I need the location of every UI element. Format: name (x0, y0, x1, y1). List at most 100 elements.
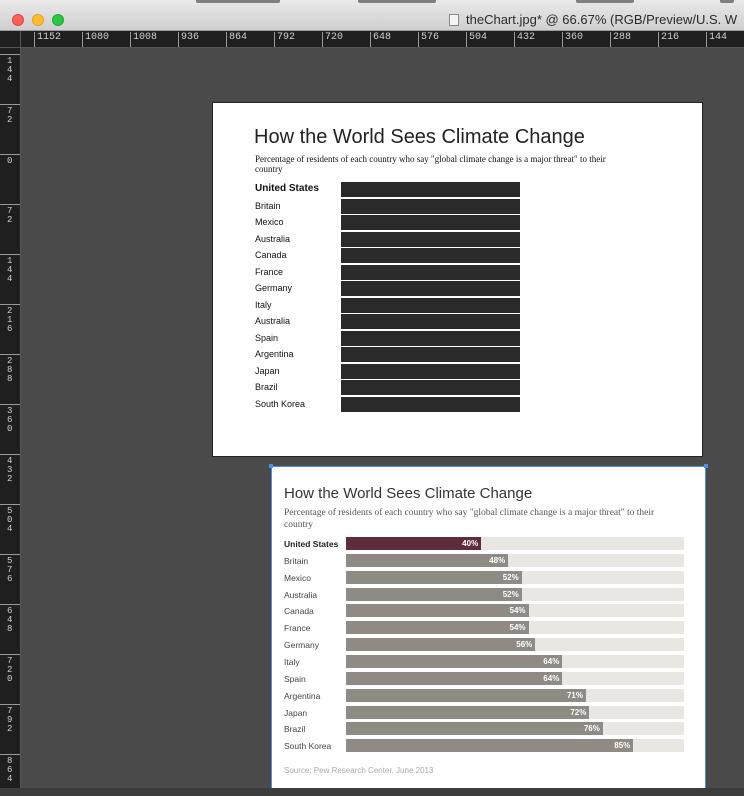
old-chart-bar (341, 215, 520, 230)
zoom-window-button[interactable] (52, 14, 64, 26)
old-chart-country-label: Canada (255, 250, 287, 260)
old-chart-row: Brazil (255, 380, 555, 396)
ruler-tick: 648 (370, 32, 391, 47)
ruler-tick: 7 2 0 (0, 654, 20, 684)
old-chart-row: Australia (255, 314, 555, 330)
ruler-tick: 1008 (130, 32, 157, 47)
bar: 76% (346, 722, 603, 736)
data-label: 56% (516, 640, 533, 650)
old-chart-row: Britain (255, 198, 555, 215)
ruler-tick: 2 1 6 (0, 304, 20, 334)
old-chart-row: Argentina (255, 347, 555, 363)
ruler-tick: 0 (0, 154, 20, 166)
old-chart-country-label: South Korea (255, 398, 306, 409)
category-label: United States (284, 539, 339, 549)
ruler-origin[interactable] (0, 31, 21, 48)
bar-track: 54% (346, 621, 684, 635)
old-chart-title: How the World Sees Climate Change (254, 126, 585, 148)
old-chart-country-label: Australia (255, 233, 291, 244)
chart-row: Brazil 76% (284, 722, 686, 736)
ruler-tick: 7 9 2 (0, 704, 20, 734)
ruler-tick: 7 2 (0, 104, 20, 125)
selection-handle[interactable] (704, 464, 708, 468)
ruler-tick: 8 6 4 (0, 754, 20, 784)
old-chart-row: South Korea (255, 396, 555, 413)
chart-row: Germany 56% (284, 638, 686, 652)
old-chart-country-label: Britain (255, 200, 281, 211)
bar-track: 52% (346, 587, 684, 601)
window-title-bar: theChart.jpg* @ 66.67% (RGB/Preview/U.S.… (0, 0, 744, 31)
chart-row: Italy 64% (284, 654, 686, 669)
old-chart-country-label: Brazil (255, 382, 278, 392)
bar: 64% (346, 654, 563, 668)
bar-track: 64% (346, 671, 684, 685)
ruler-tick: 216 (658, 32, 679, 47)
close-window-button[interactable] (12, 14, 24, 26)
old-chart-bar (341, 231, 520, 247)
old-chart-bar (341, 281, 520, 296)
chart-title: How the World Sees Climate Change (284, 485, 533, 502)
ruler-tick: 4 3 2 (0, 454, 20, 484)
bar: 48% (346, 553, 509, 567)
old-chart-row: Germany (255, 281, 555, 297)
vertical-ruler[interactable]: 1 4 4 7 2 0 7 2 1 4 4 2 1 6 2 8 8 3 6 0 4 3 2 5 0… (0, 48, 21, 796)
category-label: South Korea (284, 741, 332, 752)
document-icon (449, 14, 459, 26)
new-chart-artboard[interactable]: How the World Sees Climate Change Percen… (269, 464, 708, 793)
bar: 52% (346, 587, 522, 601)
old-chart-bar (341, 314, 520, 329)
data-label: 64% (543, 656, 560, 666)
bar: 72% (346, 705, 590, 719)
category-label: Germany (284, 640, 319, 651)
old-chart-country-label: Mexico (255, 217, 284, 227)
old-chart-country-label: France (255, 266, 284, 277)
toolbar-strip (196, 0, 280, 3)
old-chart-country-label: United States (255, 183, 319, 194)
bar-track: 48% (346, 553, 684, 567)
ruler-tick: 1 4 4 (0, 54, 20, 84)
bar: 56% (346, 638, 536, 652)
bar-track: 56% (346, 638, 684, 652)
old-chart-row: Spain (255, 330, 555, 347)
old-chart-country-label: Argentina (255, 349, 294, 359)
ruler-tick: 936 (178, 32, 199, 47)
category-label: Japan (284, 707, 308, 718)
bar-track: 54% (346, 604, 684, 618)
data-label: 52% (502, 572, 519, 582)
old-chart-row: Italy (255, 297, 555, 314)
data-label: 40% (462, 539, 479, 548)
ruler-tick: 5 7 6 (0, 554, 20, 584)
data-label: 54% (509, 623, 526, 633)
ruler-tick: 1080 (82, 32, 109, 47)
toolbar-strip (720, 0, 734, 3)
data-label: 76% (583, 724, 600, 734)
bar-track: 76% (346, 722, 684, 736)
old-chart-row: Japan (255, 363, 555, 380)
old-chart-bar (341, 182, 520, 197)
selection-handle[interactable] (269, 464, 273, 468)
ruler-tick: 3 6 0 (0, 404, 20, 434)
data-label: 72% (570, 707, 587, 717)
ruler-tick: 576 (418, 32, 439, 47)
bar-track: 71% (346, 688, 684, 702)
old-chart-artboard[interactable]: How the World Sees Climate Change Percen… (212, 102, 703, 457)
bar-track: 40% (346, 537, 684, 550)
bar: 71% (346, 688, 586, 702)
bar-track: 52% (346, 570, 684, 584)
chart-row: Canada 54% (284, 604, 686, 618)
bar: 54% (346, 604, 529, 618)
old-chart-country-label: Spain (255, 332, 279, 343)
horizontal-ruler[interactable]: 1152 1080 1008 936 864 792 720 648 576 504 432 360 2… (0, 31, 744, 48)
old-chart-country-label: Germany (255, 283, 293, 293)
old-chart-row: France (255, 264, 555, 281)
bar: 54% (346, 621, 529, 635)
bar-track: 64% (346, 654, 684, 668)
old-chart-bar (341, 380, 520, 395)
category-label: France (284, 623, 311, 634)
old-chart-row: Mexico (255, 215, 555, 231)
minimize-window-button[interactable] (32, 14, 44, 26)
ruler-tick: 2 8 8 (0, 354, 20, 384)
ruler-tick: 7 2 (0, 204, 20, 225)
old-chart-bar (341, 264, 520, 280)
bar: 64% (346, 671, 563, 685)
